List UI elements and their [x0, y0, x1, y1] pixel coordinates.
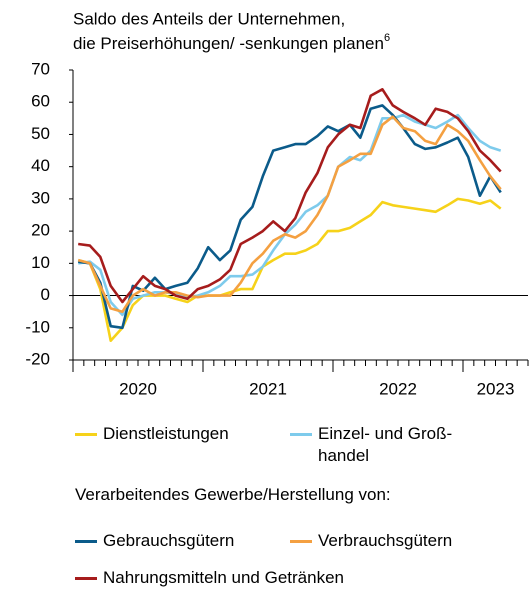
y-tick-label: 0: [41, 285, 50, 304]
legend-label: Verbrauchsgütern: [318, 531, 453, 550]
legend-label: Einzel- und Groß­handel: [318, 424, 453, 465]
y-tick-label: 70: [31, 59, 50, 78]
chart: Saldo des Anteils der Unternehmen, die P…: [25, 9, 529, 398]
y-tick-label: 10: [31, 253, 50, 272]
y-tick-label: -10: [25, 317, 50, 336]
y-tick-label: 60: [31, 92, 50, 111]
series-line: [78, 104, 502, 330]
x-tick-label: 2020: [119, 379, 157, 398]
legend-swatch: [290, 433, 312, 436]
chart-title: Saldo des Anteils der Unternehmen,: [73, 9, 345, 28]
legend-swatch: [75, 577, 97, 580]
legend-group-title: Verarbeitendes Gewerbe/Herstellung von:: [75, 485, 391, 504]
x-tick-label: 2023: [477, 379, 515, 398]
series-line: [77, 197, 502, 342]
series-line: [77, 115, 502, 313]
y-tick-label: 20: [31, 221, 50, 240]
legend-swatch: [75, 540, 97, 543]
series-line: [78, 113, 502, 317]
legend-swatch: [290, 540, 312, 543]
y-tick-label: 40: [31, 156, 50, 175]
y-tick-label: 30: [31, 188, 50, 207]
y-tick-label: -20: [25, 349, 50, 368]
x-tick-label: 2022: [379, 379, 417, 398]
legend-label: Gebrauchsgütern: [103, 531, 235, 550]
legend-swatch: [75, 433, 97, 436]
footnote-marker: 6: [384, 32, 390, 44]
legend-label: Dienstleistungen: [103, 424, 229, 443]
y-tick-label: 50: [31, 124, 50, 143]
x-tick-label: 2021: [249, 379, 287, 398]
chart-title: die Preiserhöhungen/ -senkungen planen6: [73, 32, 390, 54]
chart-title-line: die Preiserhöhungen/ -senkungen planen: [73, 34, 384, 53]
legend-label: Nahrungsmitteln und Getränken: [103, 568, 344, 587]
series-line: [78, 88, 502, 304]
